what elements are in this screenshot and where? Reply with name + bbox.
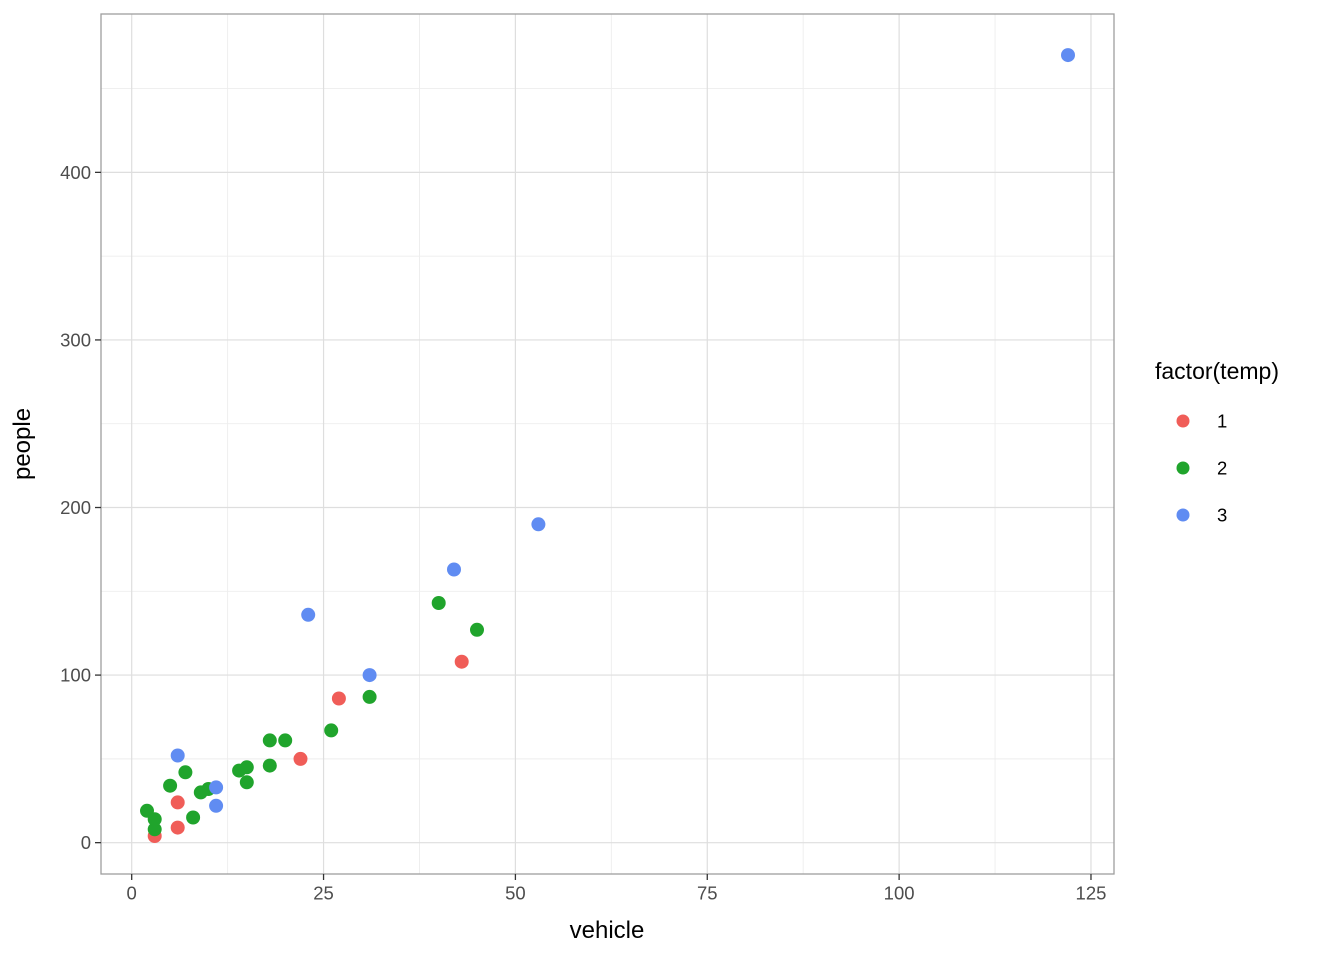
legend: factor(temp) 1 2 3 (1155, 358, 1279, 526)
data-point-temp-1 (331, 691, 346, 706)
legend-key-dot-1 (1176, 414, 1190, 428)
data-point-temp-3 (301, 607, 316, 622)
data-point-temp-2 (470, 622, 484, 637)
legend-key-label: 2 (1217, 458, 1227, 479)
axis-ticks-layer: 0 25 50 75 100 125 0 100 200 300 400 (60, 162, 1106, 904)
data-point-temp-2 (262, 733, 277, 748)
x-tick-label: 0 (127, 883, 137, 904)
data-point-temp-2 (147, 812, 162, 827)
data-point-temp-3 (362, 668, 377, 683)
data-point-temp-2 (431, 596, 446, 610)
data-point-temp-1 (454, 654, 469, 669)
data-point-temp-3 (209, 780, 224, 795)
legend-key-dot-2 (1176, 461, 1190, 475)
x-tick-label: 100 (884, 883, 915, 904)
data-point-temp-1 (293, 751, 308, 766)
y-tick-label: 0 (81, 832, 91, 853)
y-tick-label: 200 (60, 497, 91, 518)
x-tick-label: 25 (313, 883, 334, 904)
x-tick-label: 75 (697, 883, 718, 904)
data-point-temp-2 (163, 778, 178, 793)
data-point-temp-2 (178, 765, 193, 780)
panel-border-layer (100, 13, 1115, 875)
data-point-temp-3 (1061, 48, 1075, 63)
x-axis-title: vehicle (570, 917, 645, 944)
panel-border (100, 13, 1115, 875)
data-point-temp-3 (170, 748, 185, 763)
data-point-temp-2 (239, 775, 254, 790)
legend-title: factor(temp) (1155, 358, 1279, 384)
data-point-temp-3 (531, 517, 546, 532)
x-tick-label: 50 (505, 883, 526, 904)
panel-background-layer (101, 14, 1114, 874)
data-point-temp-3 (447, 562, 461, 577)
y-tick-label: 100 (60, 665, 91, 686)
data-point-temp-2 (186, 810, 201, 825)
panel-background (101, 14, 1114, 874)
data-point-temp-3 (209, 798, 224, 813)
legend-key-label: 3 (1217, 505, 1227, 526)
data-point-temp-1 (170, 820, 185, 835)
legend-key-dot-3 (1176, 508, 1190, 522)
y-tick-label: 400 (60, 162, 91, 183)
y-axis-title: people (9, 408, 36, 480)
data-point-temp-2 (147, 822, 162, 837)
data-points-layer (140, 48, 1075, 843)
y-tick-label: 300 (60, 329, 91, 350)
data-point-temp-2 (262, 758, 277, 773)
grid-major-layer (101, 14, 1114, 874)
data-point-temp-2 (362, 689, 377, 704)
data-point-temp-2 (324, 723, 339, 738)
x-tick-label: 125 (1076, 883, 1107, 904)
legend-key-label: 1 (1217, 411, 1227, 432)
data-point-temp-2 (239, 760, 254, 775)
data-point-temp-2 (278, 733, 293, 748)
data-point-temp-1 (170, 795, 185, 810)
